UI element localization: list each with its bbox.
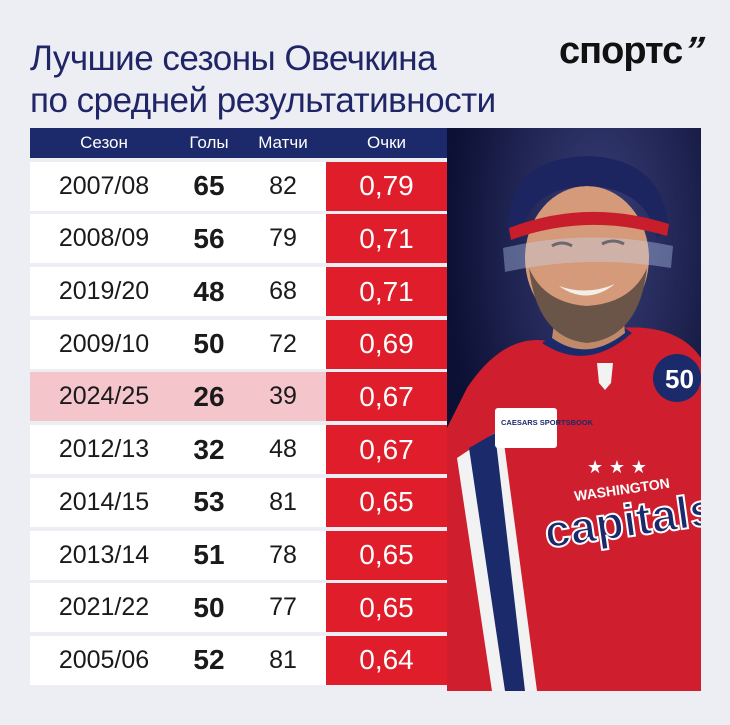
cell-points: 0,67 xyxy=(326,425,447,475)
cell-games: 72 xyxy=(269,329,297,358)
cell-games: 79 xyxy=(269,224,297,253)
table-body: 2007/08 65 82 0,79 2008/09 56 79 0,71 2019/20 48 6… xyxy=(30,161,447,685)
stats-table: Сезон Голы Матчи Очки 2007/08 65 82 0,79 200… xyxy=(30,128,447,685)
sports-logo: спортс’’ xyxy=(559,30,710,73)
cell-season: 2009/10 xyxy=(58,329,150,358)
cell-season: 2013/14 xyxy=(58,540,150,569)
anniversary-patch xyxy=(653,354,701,402)
cell-goals: 32 xyxy=(193,433,225,465)
cell-season: 2014/15 xyxy=(58,487,150,516)
sponsor-text: CAESARS SPORTSBOOK xyxy=(501,418,594,427)
cell-goals: 52 xyxy=(193,644,225,676)
right-eye xyxy=(601,239,625,246)
beard xyxy=(529,268,647,343)
table-row: 2014/15 53 81 0,65 xyxy=(30,477,447,527)
cell-games: 77 xyxy=(269,593,297,622)
header-games: Матчи xyxy=(258,133,308,152)
title-line-1: Лучшие сезоны Овечкина xyxy=(30,39,437,78)
cell-points: 0,71 xyxy=(326,214,447,264)
patch-number: 50 xyxy=(665,364,694,394)
cell-goals: 50 xyxy=(193,328,225,360)
table-header: Сезон Голы Матчи Очки xyxy=(30,128,447,158)
nhl-shield-icon xyxy=(597,363,613,390)
header-season: Сезон xyxy=(80,133,128,152)
cell-season: 2007/08 xyxy=(58,171,150,200)
cell-points: 0,79 xyxy=(326,161,447,211)
cell-points: 0,65 xyxy=(326,530,447,580)
table-row: 2008/09 56 79 0,71 xyxy=(30,214,447,264)
cell-goals: 53 xyxy=(193,486,225,518)
cell-games: 81 xyxy=(269,487,297,516)
table-row: 2019/20 48 68 0,71 xyxy=(30,267,447,317)
cell-games: 78 xyxy=(269,540,297,569)
cell-games: 48 xyxy=(269,435,297,464)
visor xyxy=(503,237,673,272)
cell-goals: 56 xyxy=(193,222,225,254)
cell-season: 2012/13 xyxy=(58,435,150,464)
cell-points: 0,67 xyxy=(326,372,447,422)
cell-games: 81 xyxy=(269,645,297,674)
cell-season: 2019/20 xyxy=(58,277,150,306)
cell-season: 2021/22 xyxy=(58,593,150,622)
cell-points: 0,65 xyxy=(326,583,447,633)
cell-goals: 48 xyxy=(193,275,225,307)
table-row: 2013/14 51 78 0,65 xyxy=(30,530,447,580)
cell-games: 68 xyxy=(269,277,297,306)
player-illustration: 50 CAESARS SPORTSBOOK ★ ★ ★ WASHINGTON c… xyxy=(447,128,701,691)
smile xyxy=(559,284,615,296)
jersey-logo: capitals xyxy=(541,483,701,558)
cell-points: 0,64 xyxy=(326,635,447,685)
sleeve-stripe-navy xyxy=(469,433,525,691)
sponsor-patch xyxy=(495,408,557,448)
table-row: 2009/10 50 72 0,69 xyxy=(30,319,447,369)
table-row: 2024/25 26 39 0,67 xyxy=(30,372,447,422)
header-goals: Голы xyxy=(189,133,229,152)
helmet-stripe xyxy=(509,211,669,240)
helmet xyxy=(507,156,669,240)
collar xyxy=(542,326,632,356)
cell-points: 0,65 xyxy=(326,477,447,527)
table-row: 2007/08 65 82 0,79 xyxy=(30,161,447,211)
left-eye xyxy=(551,241,573,248)
logo-text: спортс xyxy=(559,30,683,72)
cell-goals: 51 xyxy=(193,539,225,570)
cell-goals: 50 xyxy=(193,591,225,623)
cell-games: 82 xyxy=(269,171,297,200)
cell-points: 0,69 xyxy=(326,319,447,369)
cell-season: 2005/06 xyxy=(58,645,150,674)
player-photo: 50 CAESARS SPORTSBOOK ★ ★ ★ WASHINGTON c… xyxy=(447,128,701,691)
table-row: 2021/22 50 77 0,65 xyxy=(30,583,447,633)
cell-season: 2008/09 xyxy=(58,224,150,253)
cell-goals: 26 xyxy=(193,380,225,412)
header-points: Очки xyxy=(366,133,406,152)
title-line-2: по средней результативности xyxy=(30,81,496,120)
table-row: 2012/13 32 48 0,67 xyxy=(30,425,447,475)
cell-season: 2024/25 xyxy=(58,382,150,411)
cell-games: 39 xyxy=(269,382,297,411)
cell-points: 0,71 xyxy=(326,267,447,317)
table-row: 2005/06 52 81 0,64 xyxy=(30,635,447,685)
stars-icon: ★ ★ ★ xyxy=(587,457,647,478)
cell-goals: 65 xyxy=(193,170,225,202)
page-title: Лучшие сезоны Овечкина по средней резуль… xyxy=(30,38,590,122)
